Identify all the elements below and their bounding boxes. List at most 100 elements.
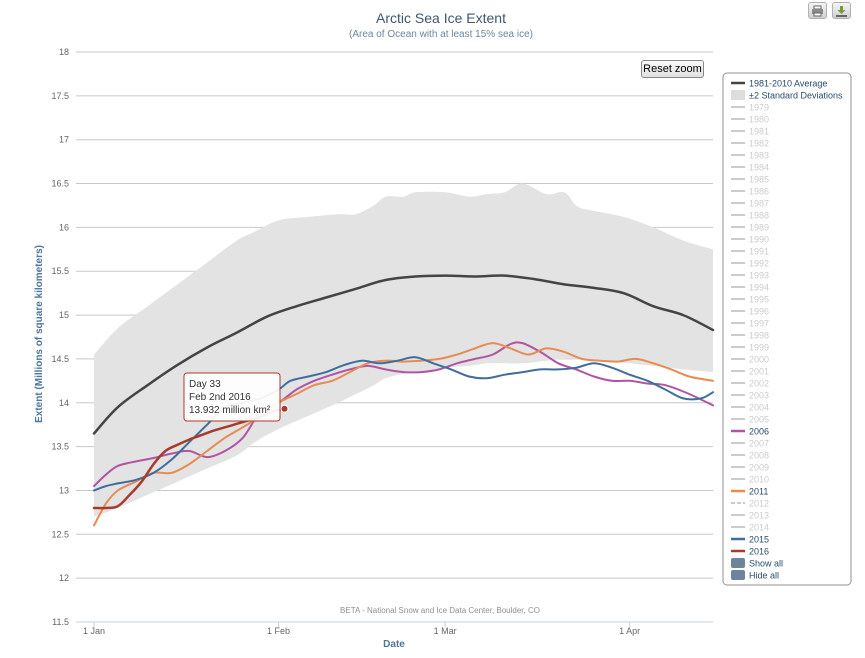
tooltip-date: Feb 2nd 2016 bbox=[189, 392, 251, 403]
legend-item-1987[interactable]: 1987 bbox=[731, 199, 769, 209]
legend-label: 1988 bbox=[749, 211, 769, 221]
download-button[interactable] bbox=[832, 2, 851, 19]
y-tick-label: 11.5 bbox=[52, 617, 69, 627]
y-tick-label: 16.5 bbox=[51, 179, 69, 189]
legend-label: 1982 bbox=[749, 139, 769, 149]
legend-label: 1992 bbox=[749, 259, 769, 269]
x-tick-label: 1 Feb bbox=[267, 626, 290, 636]
legend-item-1979[interactable]: 1979 bbox=[731, 103, 769, 113]
legend-item-1988[interactable]: 1988 bbox=[731, 211, 769, 221]
legend-label: 1987 bbox=[749, 199, 769, 209]
legend-swatch bbox=[731, 570, 745, 580]
legend-item-1983[interactable]: 1983 bbox=[731, 151, 769, 161]
legend-item-1981[interactable]: 1981 bbox=[731, 127, 769, 137]
legend-label: 2013 bbox=[749, 511, 769, 521]
legend-item-2-standard-deviations[interactable]: ±2 Standard Deviations bbox=[731, 90, 843, 101]
legend-label: 2005 bbox=[749, 415, 769, 425]
legend-item-2013[interactable]: 2013 bbox=[731, 511, 769, 521]
legend-label: 2012 bbox=[749, 499, 769, 509]
x-axis-title: Date bbox=[383, 639, 405, 650]
legend-label: 1985 bbox=[749, 175, 769, 185]
legend-item-1994[interactable]: 1994 bbox=[731, 283, 769, 293]
legend-label: 1983 bbox=[749, 151, 769, 161]
legend-label: 2006 bbox=[749, 427, 769, 437]
legend-label: 2011 bbox=[749, 487, 768, 497]
legend-label: Show all bbox=[749, 559, 783, 569]
y-tick-label: 15.5 bbox=[51, 266, 69, 276]
legend-item-2016[interactable]: 2016 bbox=[731, 547, 769, 557]
legend-label: 1980 bbox=[749, 115, 769, 125]
legend-label: 1981-2010 Average bbox=[749, 79, 827, 89]
tooltip: Day 33 Feb 2nd 2016 13.932 million km² bbox=[183, 372, 281, 422]
hover-point-marker[interactable] bbox=[280, 404, 289, 413]
legend-swatch bbox=[731, 90, 745, 100]
legend-item-1995[interactable]: 1995 bbox=[731, 295, 769, 305]
legend-item-1990[interactable]: 1990 bbox=[731, 235, 769, 245]
reset-zoom-button[interactable]: Reset zoom bbox=[641, 60, 704, 78]
legend-item-2007[interactable]: 2007 bbox=[731, 439, 769, 449]
x-axis: 1 Jan 1 Feb 1 Mar 1 Apr bbox=[76, 621, 713, 636]
legend-label: 2008 bbox=[749, 451, 769, 461]
legend-label: 1994 bbox=[749, 283, 769, 293]
print-button[interactable] bbox=[808, 2, 827, 19]
legend-item-2011[interactable]: 2011 bbox=[731, 487, 768, 497]
legend-label: 2015 bbox=[749, 535, 769, 545]
std-band bbox=[94, 183, 713, 517]
y-tick-label: 13.5 bbox=[51, 442, 69, 452]
legend-item-2014[interactable]: 2014 bbox=[731, 523, 769, 533]
legend-item-1996[interactable]: 1996 bbox=[731, 307, 769, 317]
legend-item-2004[interactable]: 2004 bbox=[731, 403, 769, 413]
series-line-1981-2010-average bbox=[92, 274, 715, 435]
legend-item-2009[interactable]: 2009 bbox=[731, 463, 769, 473]
legend-label: 1999 bbox=[749, 343, 769, 353]
legend-item-2010[interactable]: 2010 bbox=[731, 475, 769, 485]
legend-item-2003[interactable]: 2003 bbox=[731, 391, 769, 401]
legend-label: 2000 bbox=[749, 355, 769, 365]
y-tick-label: 15 bbox=[59, 310, 69, 320]
legend-item-2002[interactable]: 2002 bbox=[731, 379, 769, 389]
chart-subtitle: (Area of Ocean with at least 15% sea ice… bbox=[349, 29, 533, 40]
legend-item-show-all[interactable]: Show all bbox=[731, 558, 783, 569]
series-line-2015 bbox=[93, 356, 714, 492]
legend-item-2005[interactable]: 2005 bbox=[731, 415, 769, 425]
legend-label: 1981 bbox=[749, 127, 769, 137]
y-axis-title: Extent (Millions of square kilometers) bbox=[34, 245, 45, 423]
legend-item-1981-2010-average[interactable]: 1981-2010 Average bbox=[731, 79, 827, 89]
legend-item-2008[interactable]: 2008 bbox=[731, 451, 769, 461]
legend-item-1998[interactable]: 1998 bbox=[731, 331, 769, 341]
legend-label: ±2 Standard Deviations bbox=[749, 91, 843, 101]
legend-item-hide-all[interactable]: Hide all bbox=[731, 570, 779, 581]
y-tick-label: 14.5 bbox=[51, 354, 69, 364]
legend-item-1991[interactable]: 1991 bbox=[731, 247, 769, 257]
legend-item-1982[interactable]: 1982 bbox=[731, 139, 769, 149]
tooltip-value: 13.932 million km² bbox=[189, 405, 271, 416]
series-lines bbox=[92, 274, 715, 527]
legend-item-2000[interactable]: 2000 bbox=[731, 355, 769, 365]
legend-item-1989[interactable]: 1989 bbox=[731, 223, 769, 233]
legend-box bbox=[722, 72, 852, 586]
y-tick-label: 14 bbox=[59, 398, 69, 408]
legend-item-1985[interactable]: 1985 bbox=[731, 175, 769, 185]
legend-swatch bbox=[731, 558, 745, 568]
legend-item-1992[interactable]: 1992 bbox=[731, 259, 769, 269]
tooltip-day: Day 33 bbox=[189, 379, 221, 390]
y-tick-label: 18 bbox=[59, 47, 69, 57]
x-tick-label: 1 Apr bbox=[619, 626, 640, 636]
legend-item-1999[interactable]: 1999 bbox=[731, 343, 769, 353]
legend-item-1980[interactable]: 1980 bbox=[731, 115, 769, 125]
legend-item-1993[interactable]: 1993 bbox=[731, 271, 769, 281]
legend-label: 1989 bbox=[749, 223, 769, 233]
legend-label: 2003 bbox=[749, 391, 769, 401]
legend-label: 2010 bbox=[749, 475, 769, 485]
legend-item-2006[interactable]: 2006 bbox=[731, 427, 769, 437]
legend-item-1997[interactable]: 1997 bbox=[731, 319, 769, 329]
legend-label: 2016 bbox=[749, 547, 769, 557]
legend-item-2012[interactable]: 2012 bbox=[731, 499, 769, 509]
legend-item-1984[interactable]: 1984 bbox=[731, 163, 769, 173]
y-tick-label: 12.5 bbox=[51, 529, 69, 539]
legend-label: 1979 bbox=[749, 103, 769, 113]
legend-item-2001[interactable]: 2001 bbox=[731, 367, 769, 377]
legend-label: 2007 bbox=[749, 439, 769, 449]
legend-item-1986[interactable]: 1986 bbox=[731, 187, 769, 197]
legend-item-2015[interactable]: 2015 bbox=[731, 535, 769, 545]
